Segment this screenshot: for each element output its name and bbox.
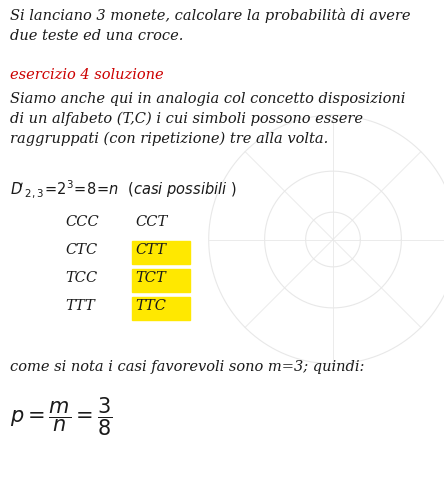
Text: CCC: CCC <box>65 215 99 229</box>
Text: Siamo anche qui in analogia col concetto disposizioni
di un alfabeto (T,C) i cui: Siamo anche qui in analogia col concetto… <box>10 92 405 146</box>
Text: TTC: TTC <box>135 299 166 313</box>
Text: Si lanciano 3 monete, calcolare la probabilità di avere
due teste ed una croce.: Si lanciano 3 monete, calcolare la proba… <box>10 8 411 42</box>
Text: $D\!'\,_{2,3}\!=\!2^3\!=\!8\!=\!n$  $\it{(casi\ possibili\ )}$: $D\!'\,_{2,3}\!=\!2^3\!=\!8\!=\!n$ $\it{… <box>10 178 237 200</box>
FancyBboxPatch shape <box>132 297 190 320</box>
FancyBboxPatch shape <box>132 241 190 264</box>
Text: $p = \dfrac{m}{n} = \dfrac{3}{8}$: $p = \dfrac{m}{n} = \dfrac{3}{8}$ <box>10 395 113 438</box>
Text: TTT: TTT <box>65 299 95 313</box>
Text: CTC: CTC <box>65 243 97 257</box>
Text: come si nota i casi favorevoli sono m=3; quindi:: come si nota i casi favorevoli sono m=3;… <box>10 360 365 374</box>
Text: CCT: CCT <box>135 215 167 229</box>
Text: TCT: TCT <box>135 271 166 285</box>
Text: esercizio 4 soluzione: esercizio 4 soluzione <box>10 68 164 82</box>
FancyBboxPatch shape <box>132 269 190 292</box>
Text: CTT: CTT <box>135 243 166 257</box>
Text: TCC: TCC <box>65 271 97 285</box>
